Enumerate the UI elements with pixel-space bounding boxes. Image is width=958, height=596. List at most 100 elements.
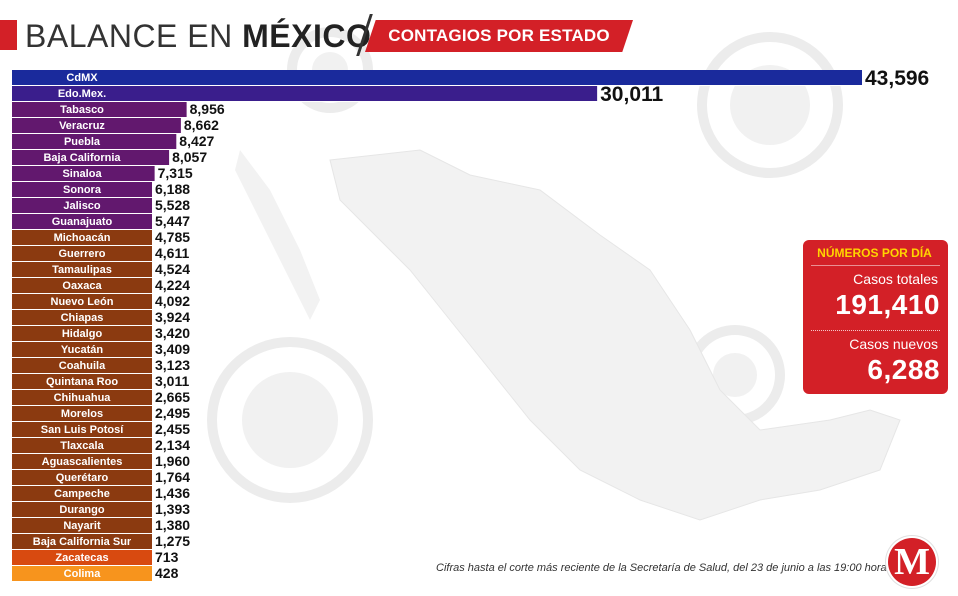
daily-numbers-box: NÚMEROS POR DÍA Casos totales 191,410 Ca… [803, 240, 948, 394]
value-label: 3,011 [155, 373, 189, 389]
title-bold: MÉXICO [242, 18, 372, 54]
bar [12, 262, 152, 277]
bar-group: Colima 428 [12, 565, 179, 582]
bar-group: Jalisco 5,528 [12, 197, 190, 214]
bar-group: Querétaro 1,764 [12, 469, 190, 486]
value-label: 1,436 [155, 485, 190, 501]
bar-group: Hidalgo 3,420 [12, 325, 190, 342]
category-label: Yucatán [61, 344, 103, 356]
value-label: 2,455 [155, 421, 190, 437]
bar [12, 294, 152, 309]
category-label: Michoacán [54, 232, 111, 244]
bar [12, 166, 155, 181]
value-label: 8,427 [179, 133, 214, 149]
category-label: Nayarit [63, 520, 101, 532]
category-label: Sinaloa [62, 168, 102, 180]
bar-group: San Luis Potosí 2,455 [12, 421, 190, 438]
bar [12, 406, 152, 421]
category-label: Querétaro [56, 472, 109, 484]
category-label: Oaxaca [62, 280, 102, 292]
bar [12, 70, 862, 85]
bar-group: Oaxaca 4,224 [12, 277, 190, 294]
bar [12, 566, 152, 581]
header-accent-tab [0, 20, 17, 50]
bar [12, 438, 152, 453]
bar [12, 310, 152, 325]
bar [12, 86, 598, 101]
value-label: 1,275 [155, 533, 190, 549]
value-label: 5,447 [155, 213, 190, 229]
bar [12, 534, 152, 549]
daily-heading: NÚMEROS POR DÍA [817, 246, 932, 260]
bar-group: Edo.Mex. 30,011 [12, 83, 664, 106]
bar-group: Zacatecas 713 [12, 549, 179, 566]
title-light: BALANCE EN [25, 18, 243, 54]
category-label: Edo.Mex. [58, 88, 106, 100]
value-label: 2,665 [155, 389, 190, 405]
value-label: 3,924 [155, 309, 190, 325]
value-label: 4,524 [155, 261, 190, 277]
category-label: Colima [64, 568, 102, 580]
bar [12, 198, 152, 213]
bar-group: Guanajuato 5,447 [12, 213, 190, 230]
subtitle-text: CONTAGIOS POR ESTADO [388, 26, 610, 45]
value-label: 6,188 [155, 181, 190, 197]
category-label: Guerrero [58, 248, 105, 260]
bar-group: Sonora 6,188 [12, 181, 190, 198]
category-label: Baja California Sur [33, 536, 132, 548]
bar [12, 518, 152, 533]
category-label: Sonora [63, 184, 102, 196]
total-cases-label: Casos totales [853, 271, 938, 287]
category-label: Tamaulipas [52, 264, 112, 276]
bar [12, 182, 152, 197]
bar [12, 342, 152, 357]
value-label: 4,092 [155, 293, 190, 309]
bar-group: Guerrero 4,611 [12, 245, 189, 262]
category-label: CdMX [66, 72, 98, 84]
bar [12, 422, 152, 437]
category-label: Baja California [43, 152, 121, 164]
category-label: Durango [59, 504, 105, 516]
value-label: 4,785 [155, 229, 190, 245]
bar [12, 454, 152, 469]
bar-group: Morelos 2,495 [12, 405, 190, 422]
value-label: 8,956 [190, 101, 225, 117]
value-label: 5,528 [155, 197, 190, 213]
bar [12, 358, 152, 373]
value-label: 8,662 [184, 117, 219, 133]
value-label: 1,393 [155, 501, 190, 517]
value-label: 2,495 [155, 405, 190, 421]
category-label: Jalisco [63, 200, 101, 212]
subtitle-banner: CONTAGIOS POR ESTADO [365, 20, 633, 52]
bar [12, 134, 177, 149]
category-label: Puebla [64, 136, 101, 148]
new-cases-label: Casos nuevos [849, 336, 938, 352]
bar-group: Puebla 8,427 [12, 133, 215, 150]
total-cases-value: 191,410 [835, 289, 940, 320]
category-label: San Luis Potosí [41, 424, 124, 436]
category-label: Quintana Roo [46, 376, 118, 388]
category-label: Morelos [61, 408, 103, 420]
value-label: 1,764 [155, 469, 190, 485]
category-label: Guanajuato [52, 216, 113, 228]
bar [12, 502, 152, 517]
category-label: Coahuila [59, 360, 106, 372]
source-footnote: Cifras hasta el corte más reciente de la… [436, 562, 896, 574]
category-label: Chihuahua [54, 392, 112, 404]
value-label: 2,134 [155, 437, 190, 453]
bar-group: Baja California 8,057 [12, 149, 207, 166]
value-label: 4,611 [155, 245, 189, 261]
value-label: 1,960 [155, 453, 190, 469]
value-label: 4,224 [155, 277, 190, 293]
category-label: Nuevo León [51, 296, 114, 308]
category-label: Chiapas [61, 312, 104, 324]
bar-group: Chihuahua 2,665 [12, 389, 190, 406]
value-label: 30,011 [600, 83, 663, 106]
milenio-logo: M [888, 538, 936, 586]
category-label: Tabasco [60, 104, 104, 116]
bar [12, 214, 152, 229]
bar [12, 390, 152, 405]
category-label: Tlaxcala [60, 440, 104, 452]
